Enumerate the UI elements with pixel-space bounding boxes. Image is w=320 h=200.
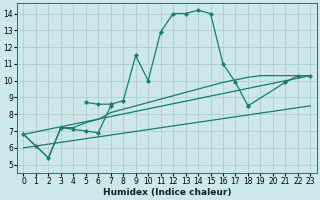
X-axis label: Humidex (Indice chaleur): Humidex (Indice chaleur): [103, 188, 231, 197]
